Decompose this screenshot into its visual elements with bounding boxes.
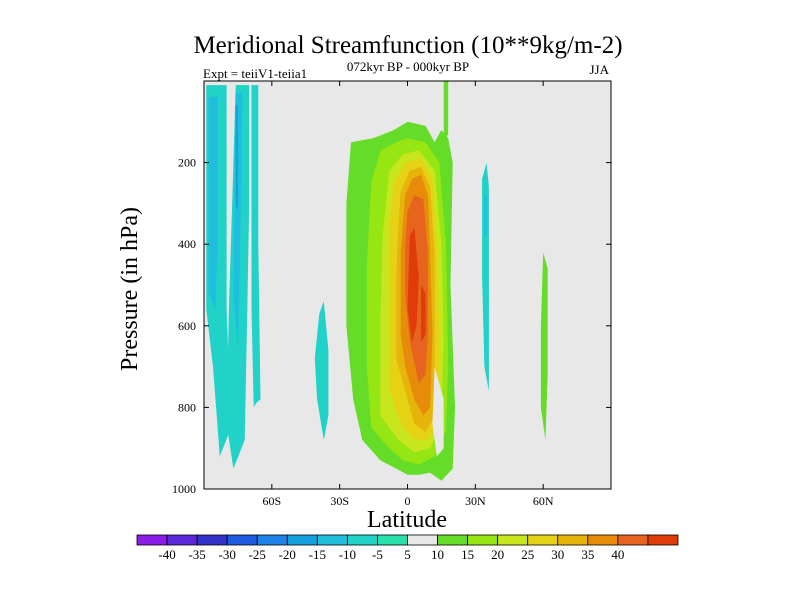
- colorbar-swatch: [226, 534, 258, 546]
- y-tick-label: 600: [178, 319, 196, 333]
- colorbar-label: 40: [611, 547, 624, 562]
- colorbar-label: 25: [521, 547, 534, 562]
- colorbar-label: -10: [339, 547, 356, 562]
- contour-region: [421, 285, 426, 343]
- y-tick-label: 400: [178, 237, 196, 251]
- y-axis-ticks: 200 400 600 800 1000: [172, 156, 611, 496]
- contour-region: [540, 252, 548, 440]
- colorbar-swatch: [136, 534, 168, 546]
- x-tick-label: 60N: [533, 494, 554, 508]
- colorbar-swatch: [557, 534, 589, 546]
- colorbar-swatch: [346, 534, 378, 546]
- colorbar-swatch: [256, 534, 288, 546]
- colorbar-swatch: [527, 534, 559, 546]
- y-axis-label: Pressure (in hPa): [117, 207, 143, 371]
- contour-layer: [206, 81, 548, 481]
- colorbar-label: 5: [404, 547, 411, 562]
- chart-title: Meridional Streamfunction (10**9kg/m-2): [193, 32, 622, 59]
- colorbar-label: -5: [372, 547, 383, 562]
- contour-region: [443, 81, 449, 143]
- colorbar-label: -25: [249, 547, 266, 562]
- colorbar-swatch: [286, 534, 318, 546]
- chart-subtitle-center: 072kyr BP - 000kyr BP: [347, 59, 469, 74]
- colorbar-swatch: [587, 534, 619, 546]
- colorbar-label: -35: [188, 547, 205, 562]
- colorbar-label: 30: [551, 547, 564, 562]
- x-axis-ticks: 60S 30S 0 30N 60N: [262, 81, 554, 508]
- colorbar-swatch: [647, 534, 679, 546]
- colorbar-swatch: [437, 534, 469, 546]
- x-tick-label: 60S: [262, 494, 281, 508]
- chart-subtitle-right: JJA: [589, 62, 609, 77]
- colorbar-label: -30: [218, 547, 235, 562]
- contour-region: [432, 366, 444, 457]
- colorbar-label: -15: [309, 547, 326, 562]
- y-tick-label: 200: [178, 156, 196, 170]
- colorbar-swatch: [377, 534, 408, 546]
- colorbar-swatch: [467, 534, 499, 546]
- chart-subtitle-left: Expt = teiiV1-teiia1: [203, 66, 307, 81]
- colorbar-label: 15: [461, 547, 474, 562]
- colorbar: -40 -35 -30 -25 -20 -15 -10 -5 5 10 15 20 25 30 35 40: [136, 534, 679, 562]
- x-tick-label: 30N: [465, 494, 486, 508]
- colorbar-label: -20: [279, 547, 296, 562]
- y-tick-label: 1000: [172, 482, 196, 496]
- x-axis-label: Latitude: [367, 507, 447, 533]
- x-tick-label: 30S: [330, 494, 349, 508]
- contour-region: [208, 97, 218, 310]
- colorbar-swatch: [407, 534, 438, 546]
- colorbar-label: -40: [158, 547, 175, 562]
- colorbar-swatch: [166, 534, 198, 546]
- colorbar-label: 20: [491, 547, 504, 562]
- contour-region: [314, 301, 329, 440]
- contour-region: [233, 93, 243, 347]
- colorbar-swatch: [497, 534, 529, 546]
- contour-region: [235, 105, 238, 212]
- colorbar-swatch: [196, 534, 228, 546]
- colorbar-swatch: [316, 534, 348, 546]
- colorbar-label: 35: [581, 547, 594, 562]
- colorbar-label: 10: [431, 547, 444, 562]
- y-tick-label: 800: [178, 400, 196, 414]
- plot-area: 60S 30S 0 30N 60N 200 400 600 800 1000: [172, 80, 612, 508]
- contour-region: [407, 227, 419, 343]
- contour-region: [484, 195, 487, 236]
- x-tick-label: 0: [405, 494, 411, 508]
- contour-region: [251, 85, 261, 408]
- colorbar-swatch: [617, 534, 649, 546]
- contour-region: [482, 162, 489, 392]
